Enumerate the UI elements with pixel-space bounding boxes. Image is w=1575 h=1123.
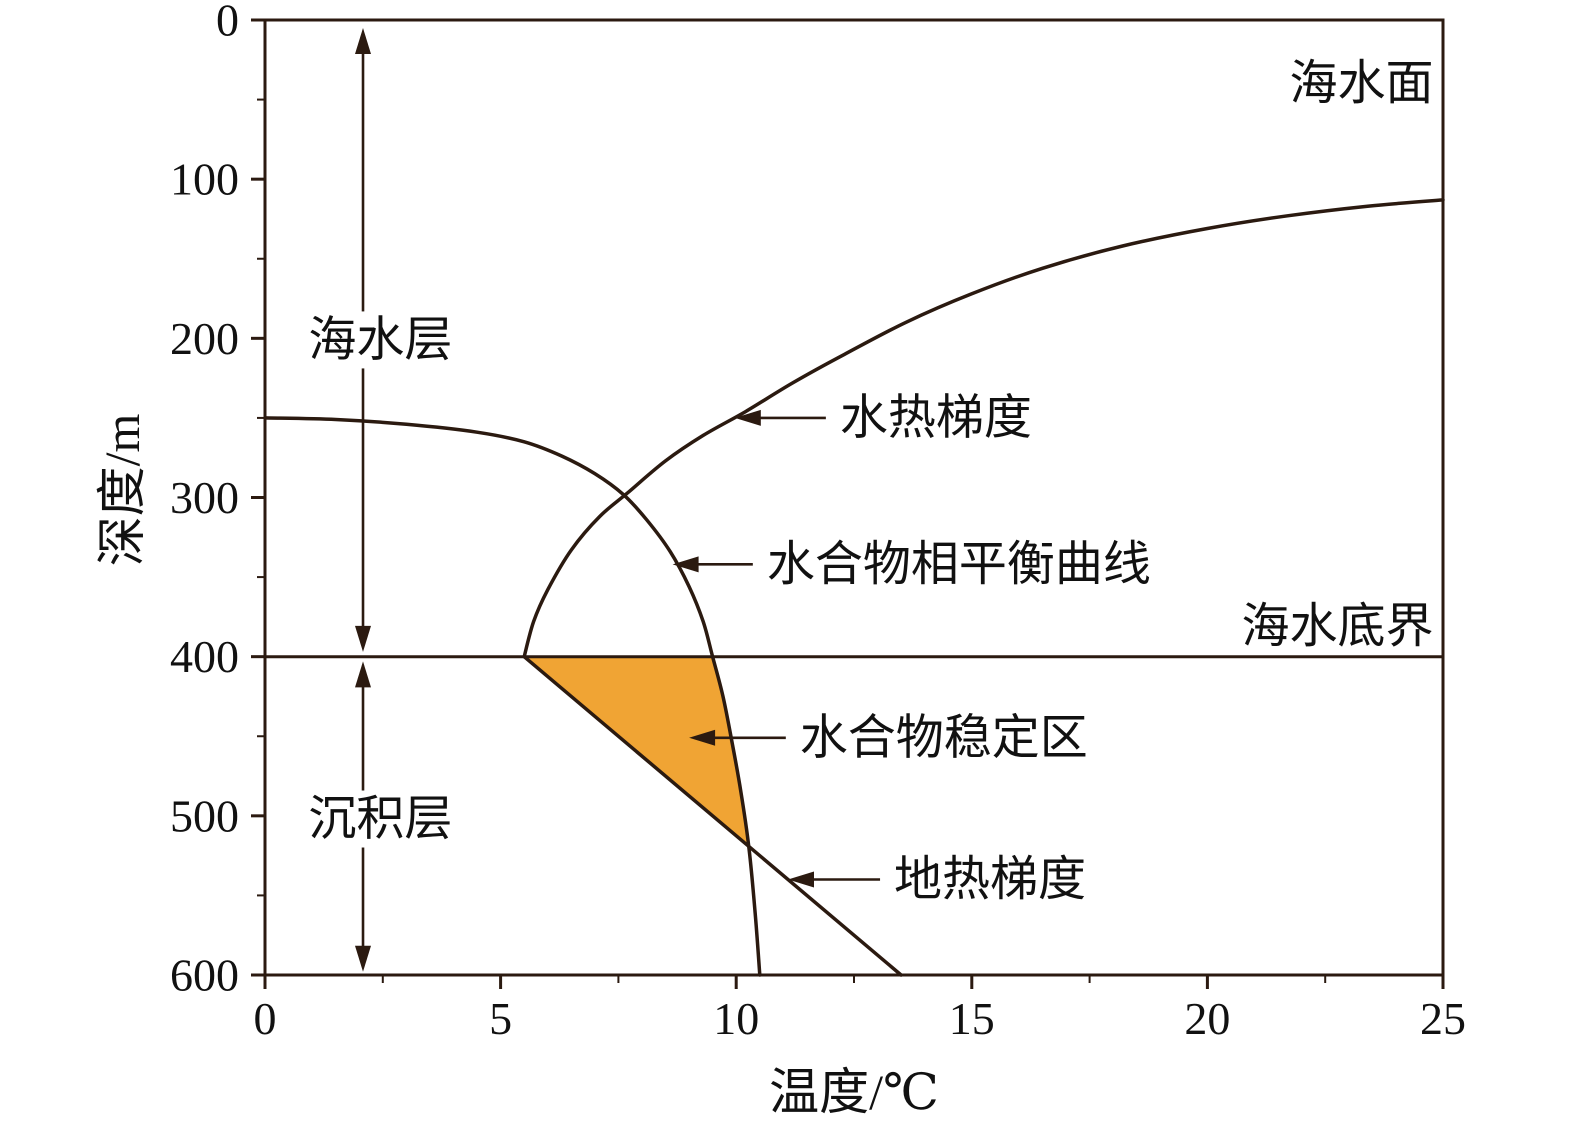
x-tick-label: 15	[949, 993, 995, 1044]
y-axis-title: 深度/m	[94, 413, 150, 567]
series-hydrothermal-gradient	[522, 198, 1445, 659]
y-tick-label: 0	[216, 0, 239, 46]
y-tick-label: 200	[170, 313, 239, 364]
x-axis-title: 温度/℃	[769, 1064, 939, 1120]
y-tick-label: 600	[170, 950, 239, 1001]
x-tick-label: 10	[713, 993, 759, 1044]
label-bg-sediment-layer	[302, 790, 459, 848]
x-tick-label: 0	[254, 993, 277, 1044]
label-bg-seawater-layer	[302, 311, 459, 369]
arrow-stability-zone-label-head	[689, 729, 716, 746]
span-sediment-layer-head	[355, 661, 371, 688]
span-sediment-layer-head	[355, 945, 371, 972]
y-tick-label: 400	[170, 631, 239, 682]
label-seawater-layer: 海水层	[308, 313, 452, 366]
arrow-geothermal-gradient-label-head	[788, 871, 814, 888]
span-seawater-layer-head	[355, 625, 371, 652]
label-sea-surface: 海水面	[1290, 57, 1434, 110]
x-tick-label: 20	[1184, 993, 1230, 1044]
y-tick-label: 500	[170, 790, 239, 841]
series-geothermal-gradient	[522, 654, 903, 977]
label-hydrothermal-gradient-label: 水热梯度	[840, 391, 1032, 444]
span-seawater-layer-head	[355, 28, 371, 54]
arrow-equilibrium-label-head	[672, 556, 699, 573]
x-tick-label: 5	[489, 993, 512, 1044]
label-stability-zone-label: 水合物稳定区	[800, 711, 1088, 764]
label-sediment-layer: 沉积层	[308, 793, 452, 846]
y-tick-label: 100	[170, 154, 239, 205]
label-seafloor-label: 海水底界	[1242, 600, 1434, 653]
label-geothermal-gradient-label: 地热梯度	[894, 853, 1086, 906]
label-equilibrium-label: 水合物相平衡曲线	[767, 538, 1151, 591]
x-tick-label: 25	[1420, 993, 1466, 1044]
arrow-hydrothermal-gradient-label-head	[734, 409, 761, 426]
y-tick-label: 300	[170, 472, 239, 523]
series-hydrate-phase-equilibrium	[263, 416, 762, 977]
